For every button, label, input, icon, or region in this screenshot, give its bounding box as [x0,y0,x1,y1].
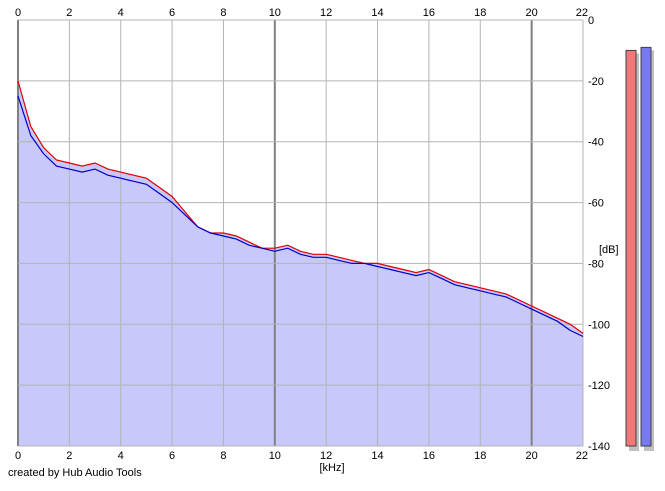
x-tick-label-top: 10 [269,7,281,19]
x-tick-label-top: 20 [526,7,538,19]
y-tick-label: 0 [588,15,594,27]
level-meters [625,46,654,452]
y-axis-label: [dB] [599,244,619,256]
x-tick-label-bottom: 0 [15,450,21,462]
x-tick-label-top: 16 [423,7,435,19]
x-tick-label-top: 6 [169,7,175,19]
series-layer [17,80,584,338]
y-tick-label: -60 [588,198,604,210]
y-tick-label: -100 [588,319,610,331]
x-tick-label-top: 8 [220,7,226,19]
x-tick-label-bottom: 4 [118,450,124,462]
x-tick-label-top: 22 [576,7,588,19]
y-tick-label: -80 [588,258,604,270]
x-tick-label-top: 12 [320,7,332,19]
x-tick-label-top: 18 [474,7,486,19]
x-tick-label-top: 14 [371,7,383,19]
x-tick-label-top: 2 [66,7,72,19]
y-tick-label: -120 [588,380,610,392]
axis-layer: 002244668810101212141416161818202022220-… [15,7,610,462]
x-tick-label-bottom: 18 [474,450,486,462]
y-tick-label: -40 [588,137,604,149]
x-tick-label-bottom: 8 [220,450,226,462]
x-tick-label-top: 0 [15,7,21,19]
series-line-blue [17,95,584,338]
x-tick-label-bottom: 20 [526,450,538,462]
grid-layer [17,19,584,447]
level-meter-left [625,49,637,447]
x-tick-label-bottom: 22 [576,450,588,462]
x-tick-label-bottom: 14 [371,450,383,462]
x-tick-label-bottom: 12 [320,450,332,462]
x-axis-label: [kHz] [319,462,344,474]
x-tick-label-bottom: 2 [66,450,72,462]
y-tick-label: -140 [588,441,610,453]
x-tick-label-bottom: 10 [269,450,281,462]
y-tick-label: -20 [588,76,604,88]
level-meter-right [640,46,652,447]
x-tick-label-bottom: 16 [423,450,435,462]
x-tick-label-top: 4 [118,7,124,19]
series-line-red [17,80,584,334]
credit-text: created by Hub Audio Tools [8,467,142,479]
x-tick-label-bottom: 6 [169,450,175,462]
